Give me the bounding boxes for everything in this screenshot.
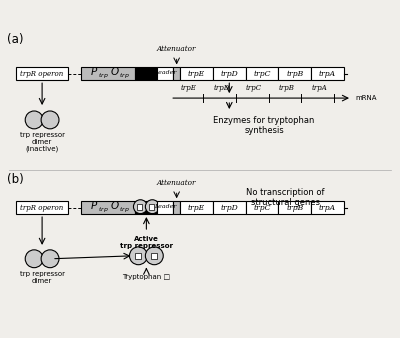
Text: Leader: Leader xyxy=(154,70,176,75)
Bar xyxy=(213,67,246,80)
Text: trpC: trpC xyxy=(246,84,262,92)
Bar xyxy=(246,67,278,80)
Text: trpA: trpA xyxy=(312,84,328,92)
Text: Attenuator: Attenuator xyxy=(157,45,196,53)
Text: trpA: trpA xyxy=(319,204,336,212)
Bar xyxy=(151,253,157,259)
Bar xyxy=(311,201,344,214)
Text: $\it{trp}$: $\it{trp}$ xyxy=(98,205,108,214)
Bar xyxy=(137,204,142,210)
Text: trpC: trpC xyxy=(253,204,271,212)
Bar xyxy=(173,67,180,80)
Text: trp repressor
dimer: trp repressor dimer xyxy=(20,271,65,284)
Bar xyxy=(135,253,141,259)
Bar xyxy=(149,204,154,210)
Text: trpB: trpB xyxy=(286,70,304,78)
Text: trpC: trpC xyxy=(253,70,271,78)
Text: trpD: trpD xyxy=(220,204,238,212)
Text: trp repressor
dimer
(inactive): trp repressor dimer (inactive) xyxy=(20,132,65,152)
Text: Attenuator: Attenuator xyxy=(157,179,196,187)
Text: trpB: trpB xyxy=(286,204,304,212)
Text: $\it{O}$: $\it{O}$ xyxy=(110,199,120,211)
Text: No transcription of
structural genes: No transcription of structural genes xyxy=(246,188,325,208)
Text: $\it{O}$: $\it{O}$ xyxy=(110,65,120,77)
Bar xyxy=(81,201,136,214)
Text: trpD: trpD xyxy=(213,84,230,92)
Circle shape xyxy=(130,247,147,265)
Text: $\it{P}$: $\it{P}$ xyxy=(90,199,98,211)
Text: Active
trp repressor: Active trp repressor xyxy=(120,236,173,249)
Text: mRNA: mRNA xyxy=(355,95,376,101)
Text: trpA: trpA xyxy=(319,70,336,78)
Bar xyxy=(136,67,157,80)
Bar xyxy=(16,201,68,214)
Bar xyxy=(278,201,311,214)
Text: trpD: trpD xyxy=(220,70,238,78)
Bar xyxy=(311,67,344,80)
Circle shape xyxy=(134,200,147,214)
Circle shape xyxy=(145,247,163,265)
Circle shape xyxy=(25,111,43,129)
Text: Tryptophan □: Tryptophan □ xyxy=(122,274,170,280)
Text: $\it{trp}$: $\it{trp}$ xyxy=(98,71,108,80)
Bar xyxy=(173,201,180,214)
Bar xyxy=(180,201,213,214)
Text: trpE: trpE xyxy=(188,204,205,212)
Text: trpB: trpB xyxy=(279,84,295,92)
Circle shape xyxy=(41,111,59,129)
Text: trpR operon: trpR operon xyxy=(20,70,64,78)
Bar xyxy=(81,67,136,80)
Bar xyxy=(278,67,311,80)
Circle shape xyxy=(25,250,43,268)
Bar xyxy=(246,201,278,214)
Text: Leader: Leader xyxy=(154,204,176,209)
Circle shape xyxy=(145,200,159,214)
Text: Enzymes for tryptophan
synthesis: Enzymes for tryptophan synthesis xyxy=(213,116,315,135)
Bar xyxy=(157,67,173,80)
Text: trpE: trpE xyxy=(188,70,205,78)
Bar xyxy=(213,201,246,214)
Bar xyxy=(180,67,213,80)
Text: $\it{P}$: $\it{P}$ xyxy=(90,65,98,77)
Circle shape xyxy=(41,250,59,268)
Text: (a): (a) xyxy=(7,32,24,46)
Text: (b): (b) xyxy=(7,173,24,187)
Bar xyxy=(157,201,173,214)
Text: trpE: trpE xyxy=(181,84,196,92)
Bar xyxy=(16,67,68,80)
Text: trpR operon: trpR operon xyxy=(20,204,64,212)
Text: $\it{trp}$: $\it{trp}$ xyxy=(118,71,129,80)
Bar xyxy=(136,201,157,214)
Text: $\it{trp}$: $\it{trp}$ xyxy=(118,205,129,214)
